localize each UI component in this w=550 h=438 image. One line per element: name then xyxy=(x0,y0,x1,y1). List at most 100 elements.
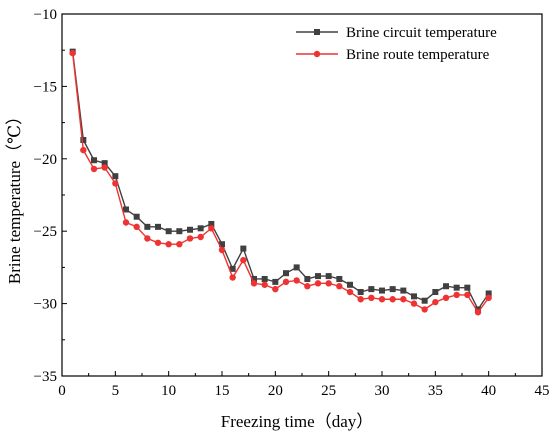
data-point xyxy=(186,235,194,242)
x-tick-label: 0 xyxy=(58,383,66,399)
data-point xyxy=(261,275,268,282)
data-point xyxy=(400,287,407,294)
data-point xyxy=(304,275,311,282)
data-point xyxy=(410,300,418,307)
legend-marker xyxy=(313,50,321,58)
data-point xyxy=(80,136,87,143)
data-point xyxy=(357,296,364,303)
data-point xyxy=(133,213,140,220)
data-point xyxy=(282,278,290,286)
data-point xyxy=(432,298,439,306)
data-point xyxy=(91,157,97,164)
series-line xyxy=(71,53,490,314)
data-point xyxy=(368,294,375,302)
data-point xyxy=(250,280,258,287)
data-point xyxy=(101,164,108,171)
data-point xyxy=(187,226,193,233)
x-tick-label: 40 xyxy=(481,383,496,399)
x-tick-label: 30 xyxy=(375,383,390,399)
series-1 xyxy=(69,48,492,313)
data-point xyxy=(368,286,375,293)
data-point xyxy=(229,274,236,281)
data-point xyxy=(314,280,322,287)
plot-frame xyxy=(61,13,543,377)
data-point xyxy=(251,275,257,282)
data-point xyxy=(378,296,386,303)
series-2 xyxy=(69,49,492,316)
x-axis-title: Freezing time（day） xyxy=(221,412,374,431)
data-point xyxy=(442,294,450,302)
data-point xyxy=(240,245,247,252)
data-point xyxy=(261,281,268,288)
data-point xyxy=(304,283,311,290)
y-tick-label: −30 xyxy=(34,297,57,313)
data-point xyxy=(90,165,98,173)
data-point xyxy=(421,306,428,313)
data-point xyxy=(123,206,129,213)
data-point xyxy=(101,160,108,167)
legend-item: Brine route temperature xyxy=(296,47,490,63)
data-point xyxy=(122,219,130,226)
data-point xyxy=(219,241,225,248)
legend-item: Brine circuit temperature xyxy=(296,25,497,41)
data-point xyxy=(165,241,172,248)
data-point xyxy=(464,284,471,291)
x-tick-label: 5 xyxy=(112,383,120,399)
data-point xyxy=(218,246,226,254)
x-tick-label: 35 xyxy=(428,383,443,399)
data-point xyxy=(272,285,279,293)
series-line xyxy=(71,51,490,311)
legend-marker xyxy=(314,29,320,35)
data-point xyxy=(474,309,482,316)
data-point xyxy=(208,220,215,227)
data-point xyxy=(389,286,396,293)
data-point xyxy=(347,281,353,288)
data-point xyxy=(229,265,236,272)
data-point xyxy=(144,235,151,242)
data-point xyxy=(453,291,460,299)
x-tick-label: 15 xyxy=(215,383,230,399)
data-point xyxy=(379,287,385,294)
data-point xyxy=(315,273,321,280)
data-point xyxy=(485,294,492,302)
data-point xyxy=(464,291,471,299)
x-tick-label: 45 xyxy=(535,383,550,399)
data-point xyxy=(453,284,460,291)
data-point xyxy=(411,293,417,300)
data-point xyxy=(325,273,332,280)
data-point xyxy=(144,223,151,230)
data-point xyxy=(272,278,279,285)
legend-label: Brine circuit temperature xyxy=(346,25,497,41)
y-tick-label: −10 xyxy=(34,7,57,23)
data-point xyxy=(240,256,247,264)
data-point xyxy=(80,146,87,154)
x-tick-label: 25 xyxy=(321,383,336,399)
data-point xyxy=(283,270,289,277)
data-point xyxy=(155,223,161,230)
data-point xyxy=(346,288,354,296)
data-point xyxy=(357,289,364,296)
data-point xyxy=(293,264,300,271)
x-tick-label: 10 xyxy=(161,383,176,399)
legend-label: Brine route temperature xyxy=(346,47,490,63)
data-point xyxy=(208,225,215,232)
data-point xyxy=(485,290,492,297)
data-point xyxy=(197,225,204,232)
data-point xyxy=(176,228,183,235)
data-point xyxy=(293,277,300,284)
data-point xyxy=(133,223,140,231)
data-point xyxy=(336,283,343,290)
data-point xyxy=(389,296,396,303)
data-point xyxy=(336,275,343,282)
y-tick-label: −25 xyxy=(34,224,57,240)
legend: Brine circuit temperature Brine route tem… xyxy=(296,25,497,63)
data-point xyxy=(325,280,332,287)
data-point xyxy=(112,173,119,180)
data-point xyxy=(432,289,439,296)
axes: 0 5 10 15 20 25 30 35 40 45 −35 −30 −25 −20 −15 −10 xyxy=(34,7,550,399)
series-layer xyxy=(69,48,492,316)
y-tick-label: −15 xyxy=(34,79,57,95)
y-tick-label: −20 xyxy=(34,152,57,168)
data-point xyxy=(400,296,407,303)
